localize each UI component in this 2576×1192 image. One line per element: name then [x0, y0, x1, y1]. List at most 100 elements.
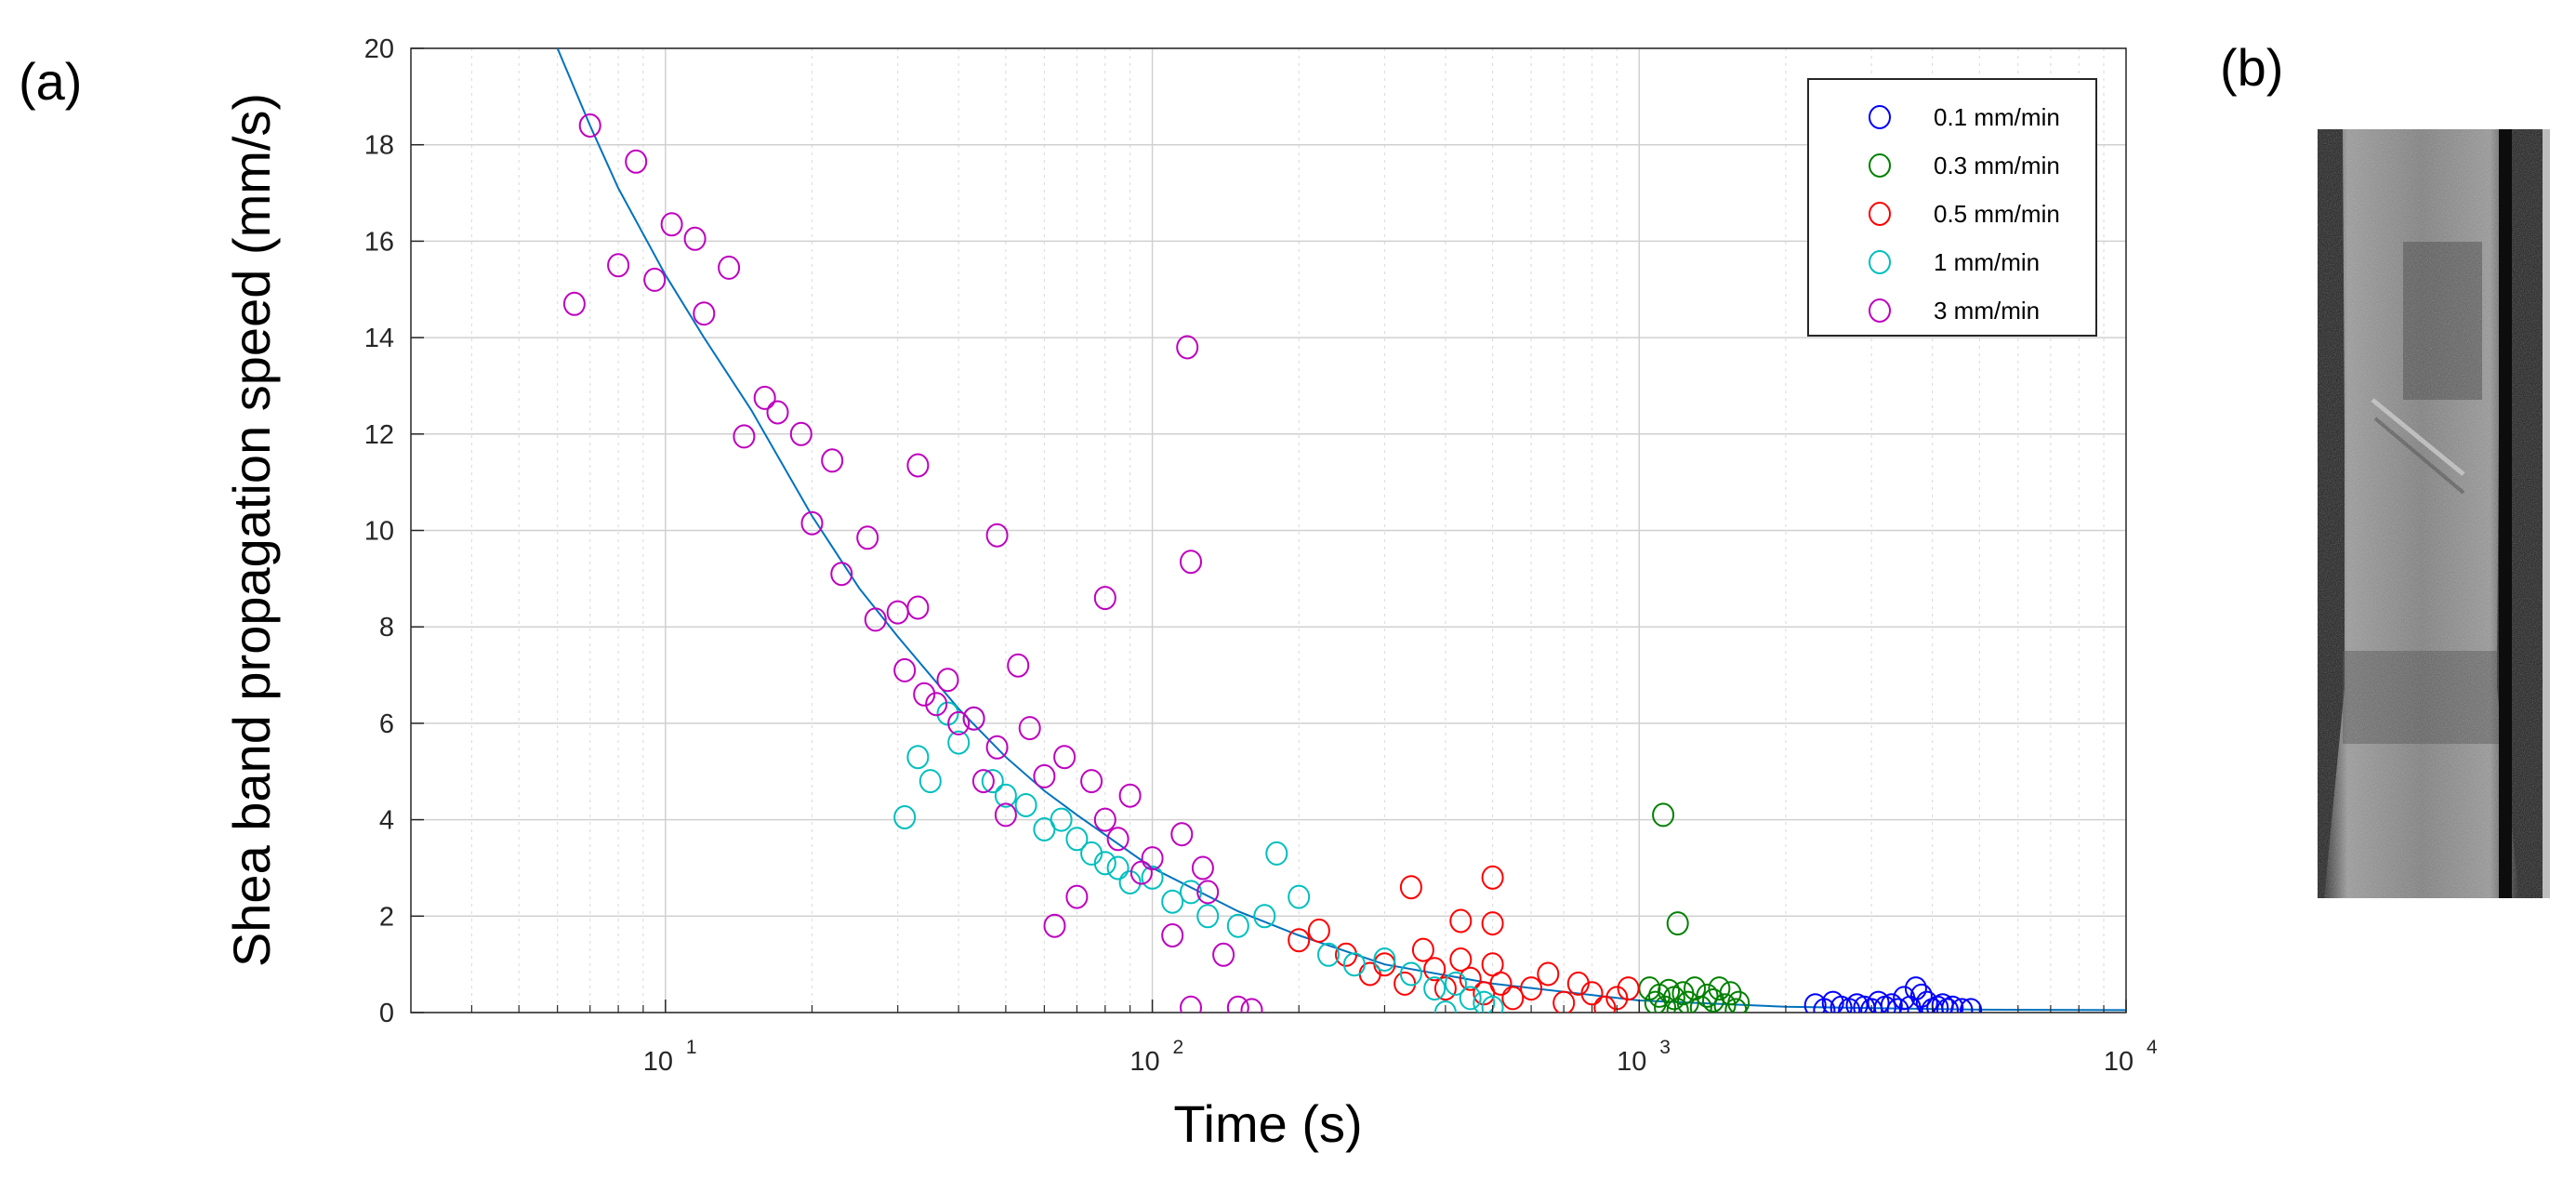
data-point [1176, 335, 1199, 360]
data-point [1106, 827, 1129, 852]
data-point [1713, 993, 1737, 1013]
data-point [753, 385, 776, 410]
panel-label-b: (b) [2220, 38, 2284, 97]
panel-label-a: (a) [19, 52, 83, 111]
data-point [1170, 822, 1194, 847]
data-point [925, 692, 948, 717]
data-point [1423, 976, 1447, 1001]
data-point [1449, 947, 1473, 972]
data-point [994, 783, 1017, 808]
data-point [1830, 995, 1853, 1013]
legend-label: 1 mm/min [1934, 248, 2040, 276]
data-point [1652, 802, 1675, 828]
data-point [1520, 976, 1543, 1001]
data-point [985, 735, 1009, 760]
series-1 [1638, 802, 1750, 1013]
data-point [1161, 923, 1184, 947]
x-tick-label: 10 [2104, 1047, 2133, 1077]
data-point [1593, 995, 1617, 1013]
data-point [913, 682, 936, 707]
data-point [1161, 889, 1184, 914]
data-point [1708, 976, 1731, 1001]
data-point [1106, 855, 1129, 881]
data-point [981, 769, 1004, 794]
data-point [643, 267, 667, 292]
series-4 [562, 113, 1263, 1013]
data-point [1411, 937, 1434, 962]
series-3 [893, 701, 1504, 1013]
data-point [1226, 995, 1249, 1013]
data-point [1018, 716, 1041, 741]
data-point [1180, 880, 1202, 905]
y-tick-label: 10 [364, 517, 394, 547]
data-point [1317, 942, 1340, 967]
y-tick-label: 14 [364, 324, 394, 353]
y-tick-label: 0 [379, 999, 394, 1028]
legend-marker [1869, 298, 1891, 323]
data-point [1481, 995, 1504, 1013]
data-point [1950, 998, 1974, 1013]
legend-box [1807, 78, 2097, 337]
data-point [947, 710, 971, 735]
data-point [893, 657, 917, 682]
data-point [1481, 911, 1504, 936]
data-point [1886, 998, 1909, 1013]
legend: 0.1 mm/min 0.3 mm/min 0.5 mm/min 1 mm/min 3 … [1807, 78, 2097, 337]
legend-marker [1869, 153, 1891, 178]
y-tick-label: 16 [364, 227, 394, 257]
data-point [1240, 998, 1263, 1013]
data-point [1941, 995, 1964, 1013]
data-point [906, 745, 930, 770]
data-point [1065, 884, 1089, 909]
data-point [625, 149, 648, 174]
data-point [1014, 793, 1037, 817]
data-point [1867, 990, 1890, 1013]
data-point [1423, 957, 1447, 982]
data-point [906, 453, 930, 478]
legend-label: 0.1 mm/min [1934, 103, 2060, 131]
data-point [1537, 961, 1560, 987]
data-point [693, 301, 716, 326]
data-point [1196, 880, 1220, 905]
data-point [1433, 976, 1457, 1001]
data-point [1342, 952, 1366, 977]
data-point [1617, 976, 1640, 1001]
data-point [1960, 998, 1983, 1013]
x-tick-exponent: 2 [1173, 1037, 1184, 1058]
data-point [1658, 978, 1681, 1003]
y-tick-label: 4 [379, 806, 394, 836]
data-point [918, 769, 942, 794]
data-point [1043, 913, 1066, 938]
data-point [1141, 846, 1164, 871]
data-point [1845, 993, 1869, 1013]
data-point [1253, 904, 1276, 929]
data-point [1033, 763, 1056, 788]
data-point [906, 595, 930, 620]
data-point [1433, 1000, 1457, 1013]
x-tick-exponent: 4 [2147, 1037, 2158, 1058]
series-0 [1803, 976, 1983, 1013]
data-point [1821, 990, 1844, 1013]
data-point [962, 706, 985, 731]
legend-label: 0.3 mm/min [1934, 152, 2060, 179]
data-point [660, 212, 683, 237]
data-point [1050, 807, 1073, 832]
data-point [789, 421, 812, 446]
data-point [1093, 586, 1116, 611]
data-point [947, 730, 971, 755]
data-point [578, 113, 601, 138]
data-point [1399, 875, 1422, 900]
data-point [1053, 745, 1077, 770]
data-point [1373, 947, 1396, 972]
legend-label: 3 mm/min [1934, 297, 2040, 324]
data-point [718, 255, 741, 280]
data-point [1449, 908, 1473, 934]
data-point [1007, 653, 1030, 678]
data-point [1399, 961, 1422, 987]
data-point [1226, 913, 1249, 938]
data-point [1719, 981, 1742, 1006]
data-point [1080, 769, 1103, 794]
series-2 [1288, 865, 1640, 1013]
data-point [1196, 904, 1220, 929]
